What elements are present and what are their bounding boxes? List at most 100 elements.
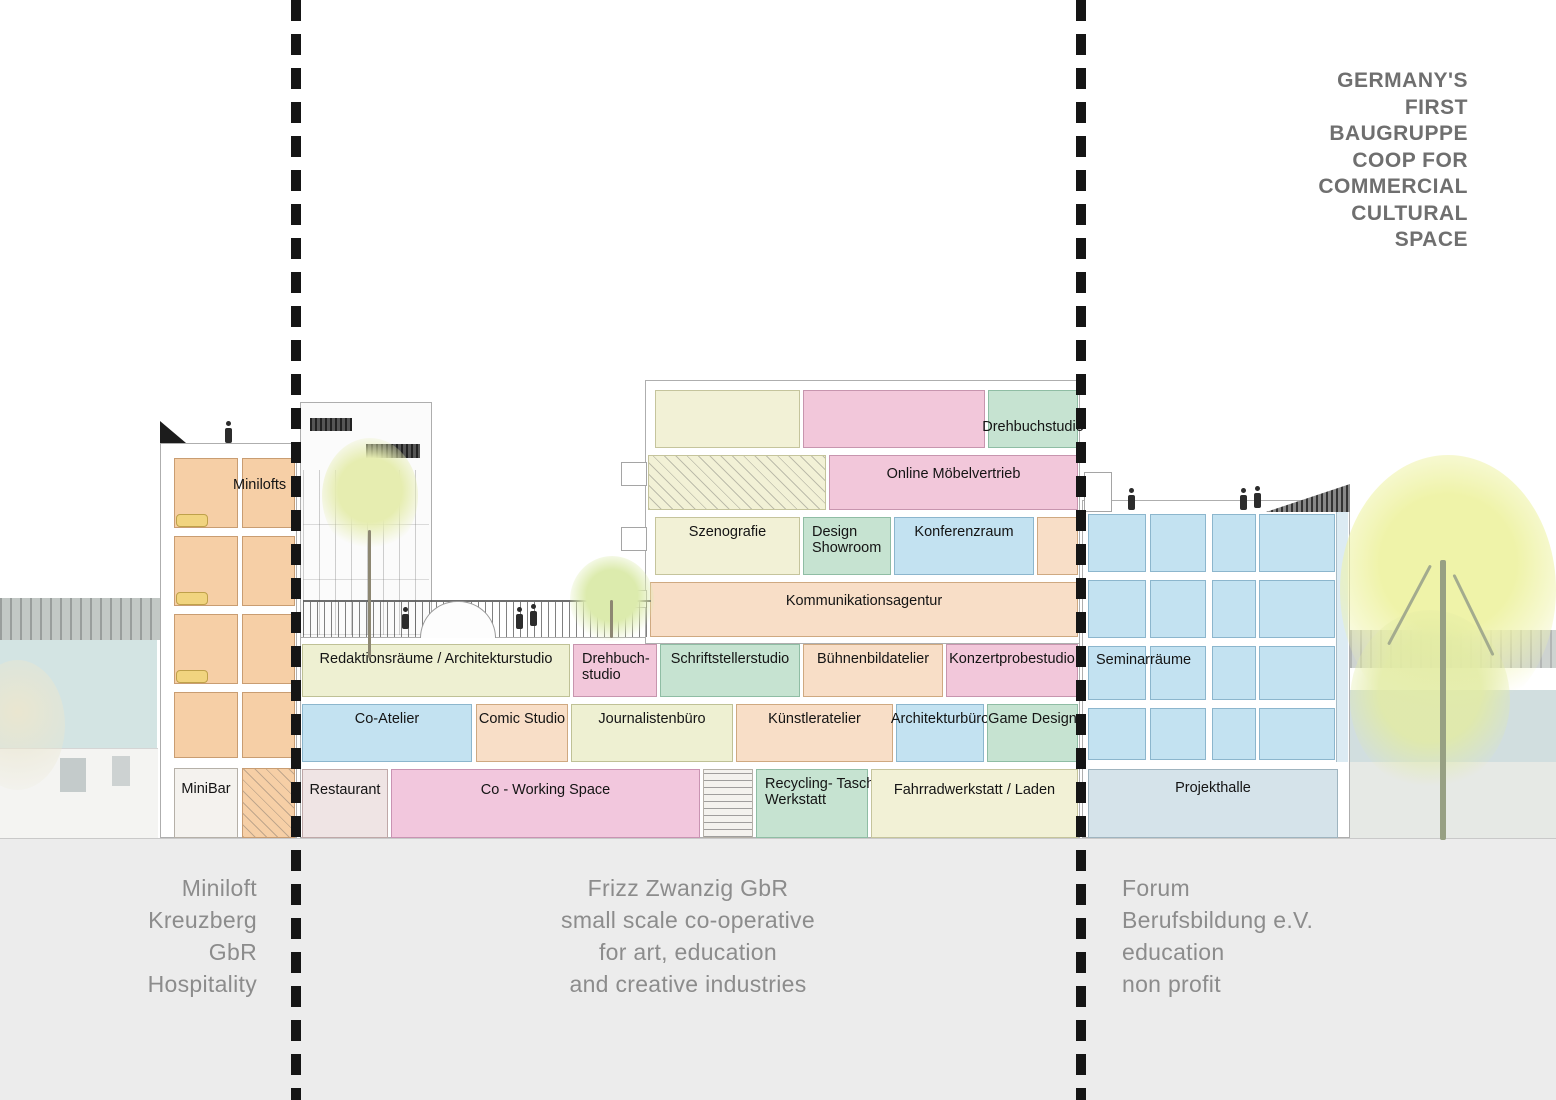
caption-forum-berufsbildung: Forum Berufsbildung e.V. education non p… (1122, 872, 1442, 1000)
large-tree-trunk (1440, 560, 1446, 840)
tree-trunk (368, 530, 371, 658)
seminar-room (1259, 646, 1335, 700)
caption-line: Kreuzberg (148, 907, 257, 933)
caption-line: non profit (1122, 971, 1221, 997)
miniloft-balcony-sofa (176, 670, 208, 683)
balcony-box (621, 527, 647, 551)
seminar-room (1212, 580, 1256, 638)
room-label-architektur: Architekturbüro (890, 711, 990, 727)
title-line: CULTURAL (1351, 201, 1468, 225)
room-label-journalisten: Journalistenbüro (598, 711, 706, 727)
title-line: COMMERCIAL (1318, 175, 1468, 198)
person-figure (1254, 486, 1261, 508)
ground-plane (0, 838, 1556, 1100)
room-label-kommunikation: Kommunikationsagentur (785, 593, 943, 609)
room-architekturbuero: Architekturbüro (891, 704, 989, 762)
person-figure (1128, 488, 1135, 510)
caption-line: and creative industries (569, 971, 807, 997)
caption-frizz-zwanzig: Frizz Zwanzig GbR small scale co-operati… (478, 872, 898, 1000)
miniloft-room (174, 692, 238, 758)
seminar-room (1150, 646, 1206, 700)
caption-line: Forum (1122, 875, 1190, 901)
background-left-building-band (0, 598, 162, 640)
person-figure (516, 607, 523, 629)
room-konzertprobestudio: Konzertprobestudio (946, 644, 1078, 697)
room-drehbuchstudio: Drehbuchstudio (982, 390, 1084, 448)
room-label-konzert: Konzertprobestudio (949, 651, 1075, 667)
person-figure (530, 604, 537, 626)
room-label-drehbuch: Drehbuch- studio (582, 651, 650, 683)
room-label-schriftsteller: Schriftstellerstudio (670, 651, 790, 667)
miniloft-balcony-sofa (176, 514, 208, 527)
room-label-minibar: MiniBar (181, 781, 231, 797)
background-left-window (60, 758, 86, 792)
room-konferenzraum: Konferenzraum (894, 517, 1034, 575)
room-label-szenografie: Szenografie (688, 524, 767, 540)
room-label-drehbuchstudio: Drehbuchstudio (982, 419, 1084, 435)
room-label-redaktion: Redaktionsräume / Architekturstudio (319, 651, 553, 667)
miniloft-stair-room (242, 768, 295, 838)
caption-line: Berufsbildung e.V. (1122, 907, 1314, 933)
background-left-window (112, 756, 130, 786)
caption-line: GbR (208, 939, 257, 965)
forum-roof-parapet (1084, 472, 1112, 512)
room-schriftstellerstudio: Schriftstellerstudio (660, 644, 800, 697)
room-kommunikationsagentur: Kommunikationsagentur (650, 582, 1078, 637)
title-line: COOP FOR (1352, 148, 1468, 172)
room-comic-studio: Comic Studio (476, 704, 568, 762)
caption-line: Hospitality (147, 971, 257, 997)
clerestory-strip (310, 418, 352, 431)
room-online-moebelvertrieb: Online Möbelvertrieb (829, 455, 1078, 510)
upper-room (655, 390, 800, 448)
caption-line: for art, education (598, 939, 777, 965)
room-label-seminarraeume: Seminarräume (1096, 652, 1192, 668)
seminar-room (1088, 646, 1146, 700)
room-minibar: MiniBar (174, 768, 238, 838)
miniloft-room (242, 614, 295, 684)
room-kuenstleratelier: Künstleratelier (736, 704, 893, 762)
room-restaurant: Restaurant (302, 769, 388, 838)
room-buehnenbildatelier: Bühnenbildatelier (803, 644, 943, 697)
caption-line: education (1122, 939, 1225, 965)
upper-room (803, 390, 985, 448)
room-label-co-atelier: Co-Atelier (354, 711, 420, 727)
room-label-buehnen: Bühnenbildatelier (816, 651, 930, 667)
miniloft-roof-detail (160, 421, 186, 443)
page-title: GERMANY'S FIRST BAUGRUPPE COOP FOR COMME… (1088, 68, 1468, 254)
room-redaktion: Redaktionsräume / Architekturstudio (302, 644, 570, 697)
room-label-projekthalle: Projekthalle (1175, 780, 1251, 796)
room-label-konferenz: Konferenzraum (914, 524, 1014, 540)
room-co-working-space: Co - Working Space (391, 769, 700, 838)
miniloft-balcony-sofa (176, 592, 208, 605)
person-figure (402, 607, 409, 629)
room-label-co-working: Co - Working Space (480, 782, 611, 798)
balcony-box (621, 462, 647, 486)
seminar-room (1088, 514, 1146, 572)
room-drehbuch-studio: Drehbuch- studio (573, 644, 657, 697)
seminar-room (1212, 514, 1256, 572)
caption-miniloft: Miniloft Kreuzberg GbR Hospitality (40, 872, 257, 1000)
seminar-room (1212, 708, 1256, 760)
room-journalistenbuero: Journalistenbüro (571, 704, 733, 762)
seminar-room (1150, 514, 1206, 572)
room-szenografie: Szenografie (655, 517, 800, 575)
seminar-room (1150, 580, 1206, 638)
title-line: BAUGRUPPE (1329, 122, 1468, 145)
room-design-showroom: Design Showroom (803, 517, 891, 575)
seminar-room (1259, 708, 1335, 760)
upper-room-stairs (648, 455, 826, 510)
seminar-room (1150, 708, 1206, 760)
room-label-restaurant: Restaurant (309, 782, 381, 798)
seminar-room (1088, 580, 1146, 638)
room-label-game: Game Design (988, 711, 1077, 727)
room-co-atelier: Co-Atelier (302, 704, 472, 762)
room-recycling-werkstatt: Recycling- Taschen Werkstatt (756, 769, 890, 838)
seminar-room (1259, 580, 1335, 638)
room-label-online-moebel: Online Möbelvertrieb (886, 466, 1021, 482)
miniloft-room (242, 458, 295, 528)
tree-trunk (610, 600, 613, 638)
room-label-fahrrad: Fahrradwerkstatt / Laden (893, 782, 1056, 798)
room-label-showroom: Design Showroom (812, 524, 882, 556)
title-line: GERMANY'S (1337, 69, 1468, 92)
